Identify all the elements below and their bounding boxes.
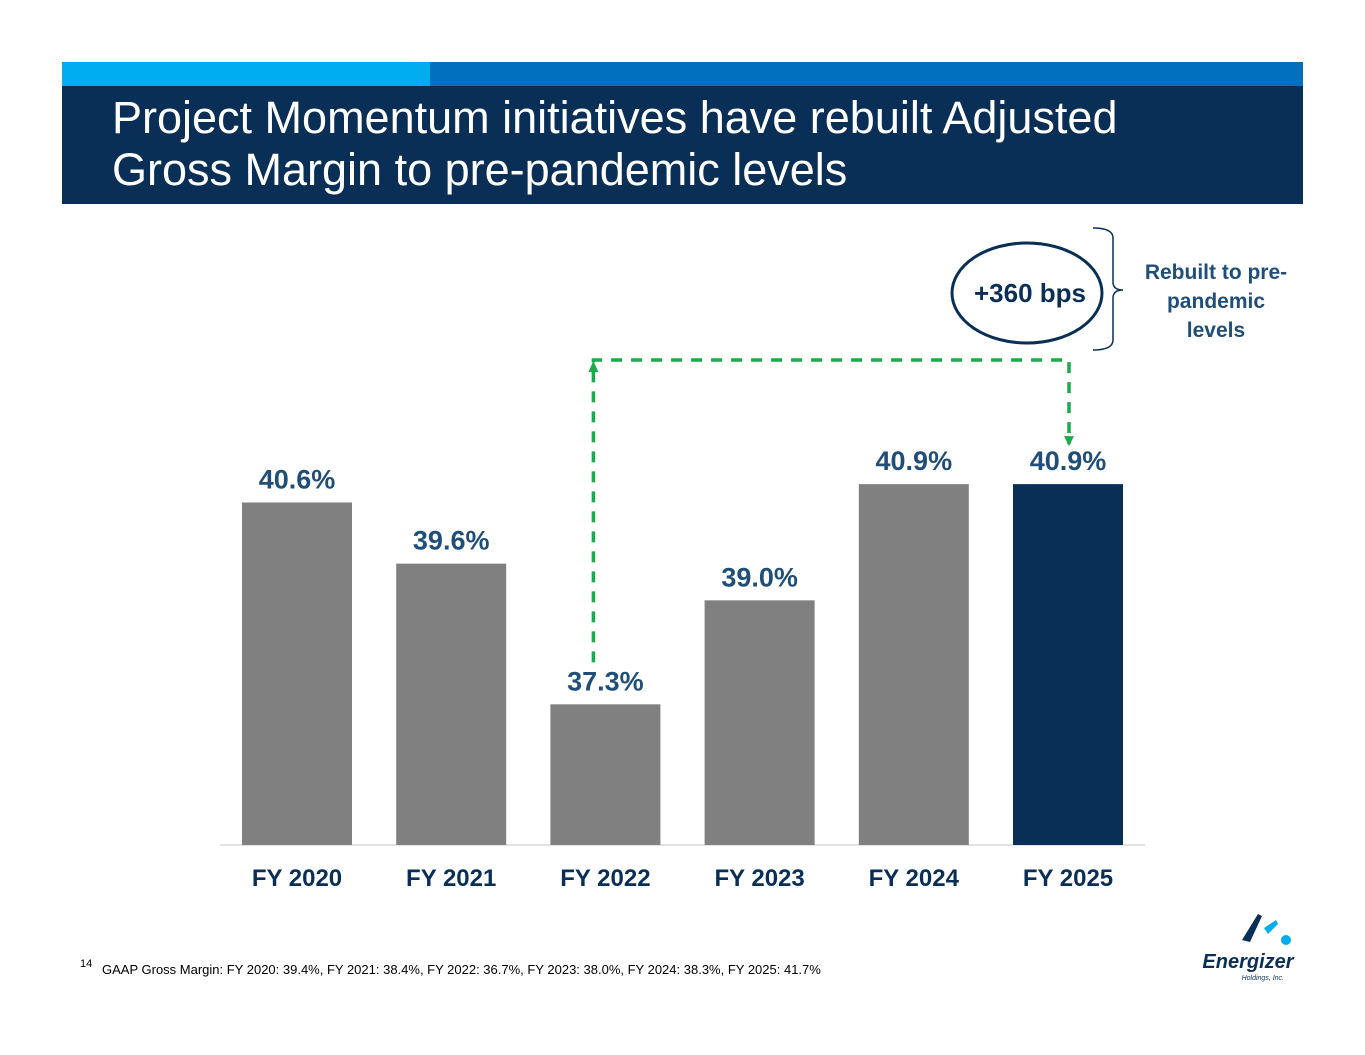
- value-label-fy-2023: 39.0%: [721, 562, 798, 592]
- arrow-head-down-icon: [1064, 436, 1074, 447]
- value-label-fy-2020: 40.6%: [259, 464, 336, 494]
- bar-fy-2022: [550, 704, 661, 845]
- logo-wordmark: Energizer: [1202, 951, 1294, 973]
- logo-dot-icon: [1281, 935, 1291, 945]
- category-label-fy-2021: FY 2021: [406, 865, 496, 892]
- header-accent-blue: [430, 62, 1303, 86]
- category-label-fy-2024: FY 2024: [869, 865, 960, 892]
- title-band: Project Momentum initiatives have rebuil…: [62, 86, 1303, 204]
- page-title: Project Momentum initiatives have rebuil…: [112, 92, 1262, 196]
- page-number: 14: [80, 958, 93, 970]
- arrow-path: [591, 358, 1071, 663]
- callout-bracket: [1092, 227, 1124, 351]
- callout-note-line-2: pandemic: [1167, 290, 1265, 313]
- energizer-logo: Energizer Holdings, Inc.: [1202, 914, 1295, 982]
- header-accent-light: [62, 62, 430, 86]
- category-label-fy-2020: FY 2020: [252, 865, 342, 892]
- logo-mark-icon: [1242, 914, 1262, 942]
- callout-note-line-1: Rebuilt to pre-: [1145, 261, 1287, 284]
- logo-mark-accent-icon: [1264, 920, 1278, 934]
- gaap-footnote: GAAP Gross Margin: FY 2020: 39.4%, FY 20…: [102, 962, 821, 977]
- bar-fy-2021: [396, 563, 507, 845]
- bars-group: [242, 484, 1123, 845]
- category-label-fy-2025: FY 2025: [1023, 865, 1113, 892]
- category-label-fy-2022: FY 2022: [560, 865, 650, 892]
- category-labels-group: FY 2020 FY 2021 FY 2022 FY 2023 FY 2024 FY 20…: [252, 865, 1113, 892]
- value-label-fy-2021: 39.6%: [413, 526, 490, 556]
- logo-subtitle: Holdings, Inc.: [1242, 975, 1284, 982]
- bar-fy-2020: [242, 502, 352, 845]
- improvement-arrow: [588, 358, 1074, 663]
- callout-note-line-3: levels: [1187, 319, 1245, 342]
- category-label-fy-2023: FY 2023: [714, 865, 804, 892]
- value-labels-group: 40.6% 39.6% 37.3% 39.0% 40.9% 40.9%: [259, 446, 1107, 696]
- value-label-fy-2024: 40.9%: [876, 446, 953, 476]
- bps-callout-label: +360 bps: [974, 278, 1086, 308]
- title-line-2: Gross Margin to pre-pandemic levels: [112, 144, 848, 195]
- value-label-fy-2025: 40.9%: [1030, 446, 1107, 476]
- arrow-head-up-icon: [588, 361, 599, 372]
- title-line-1: Project Momentum initiatives have rebuil…: [112, 92, 1118, 143]
- bar-fy-2023: [704, 600, 815, 845]
- bar-fy-2024: [858, 484, 969, 845]
- bar-fy-2025: [1013, 484, 1123, 845]
- bps-callout-ellipse: [950, 241, 1104, 345]
- value-label-fy-2022: 37.3%: [567, 666, 644, 696]
